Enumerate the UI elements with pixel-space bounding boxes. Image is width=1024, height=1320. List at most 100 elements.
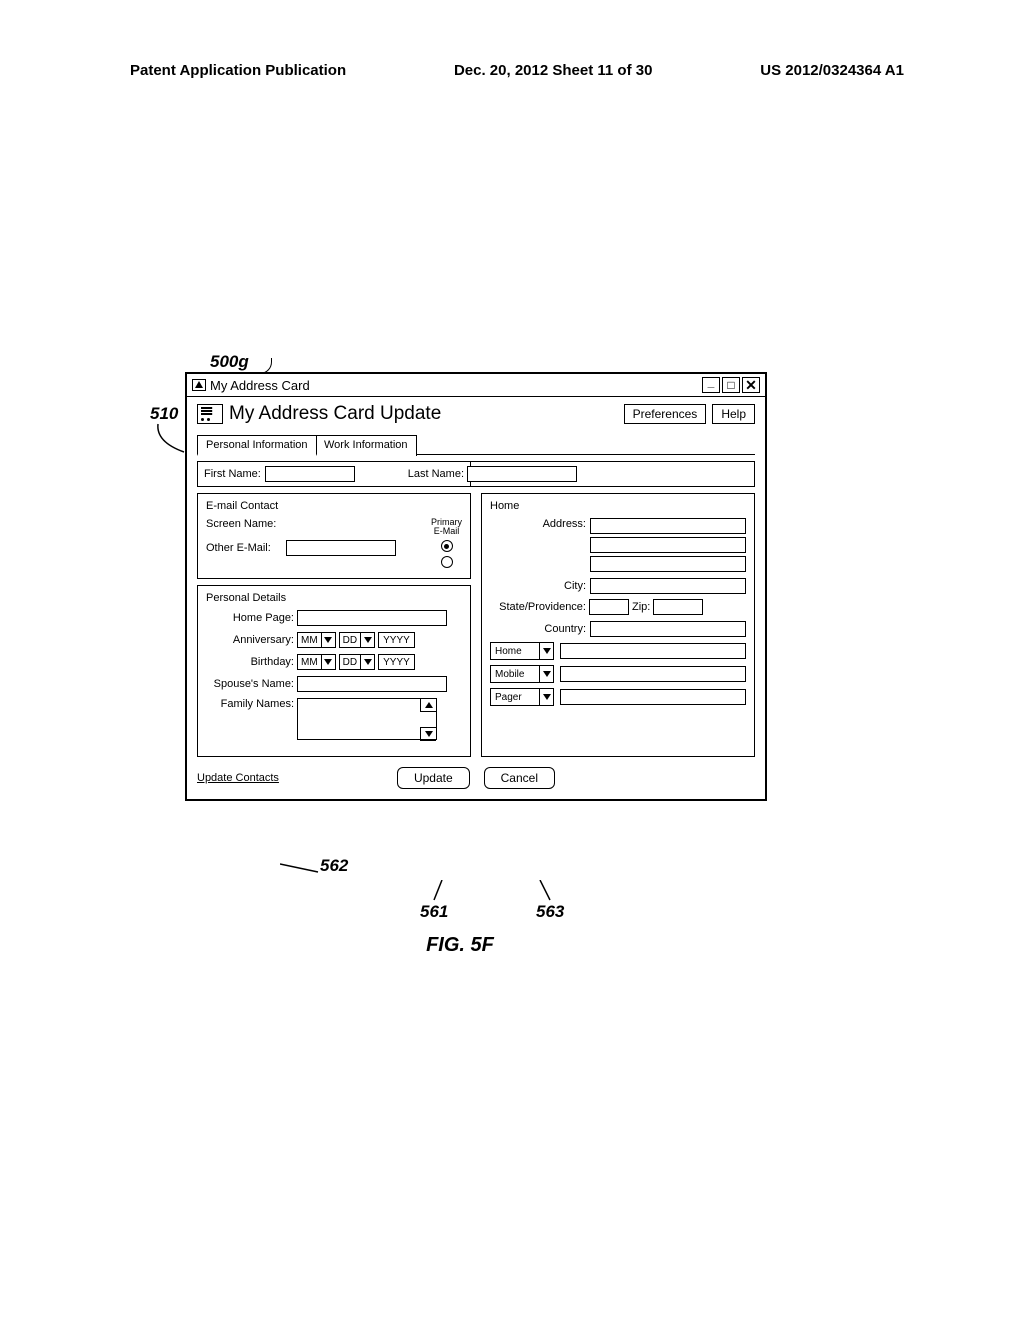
first-name-label: First Name: — [204, 468, 261, 480]
family-row: Family Names: — [206, 698, 462, 740]
close-button[interactable]: ✕ — [742, 377, 760, 393]
state-label: State/Providence: — [490, 601, 586, 613]
titlebar-icon — [192, 379, 206, 391]
window-controls: _ □ ✕ — [702, 377, 760, 393]
anniv-yyyy-input[interactable]: YYYY — [378, 632, 415, 648]
birthday-row: Birthday: MM DD YYYY — [206, 654, 462, 670]
family-label: Family Names: — [206, 698, 294, 710]
email-rows: Screen Name: Other E-Mail: — [206, 518, 423, 568]
ref-561: 561 — [420, 902, 448, 922]
family-scroll-down[interactable] — [420, 727, 436, 741]
app-window: My Address Card _ □ ✕ My Address Card Up… — [185, 372, 767, 801]
figure-caption: FIG. 5F — [140, 934, 780, 957]
maximize-button[interactable]: □ — [722, 377, 740, 393]
country-row: Country: — [490, 621, 746, 637]
screen-name-row: Screen Name: — [206, 518, 423, 530]
other-email-label: Other E-Mail: — [206, 542, 282, 554]
city-label: City: — [490, 580, 586, 592]
phone-mobile-input[interactable] — [560, 666, 746, 682]
ref-563: 563 — [536, 902, 564, 922]
anniv-mm-select[interactable]: MM — [297, 632, 336, 648]
help-button[interactable]: Help — [712, 404, 755, 424]
update-button[interactable]: Update — [397, 767, 470, 789]
spouse-row: Spouse's Name: — [206, 676, 462, 692]
right-column: Home Address: City: — [481, 461, 755, 757]
homepage-label: Home Page: — [206, 612, 294, 624]
tab-work[interactable]: Work Information — [315, 435, 417, 456]
phone-pager-select[interactable]: Pager — [490, 688, 554, 706]
other-email-row: Other E-Mail: — [206, 540, 423, 556]
first-name-input[interactable] — [265, 466, 355, 482]
app-title-wrap: My Address Card Update — [197, 403, 441, 425]
header-buttons: Preferences Help — [624, 404, 755, 424]
state-input[interactable] — [589, 599, 629, 615]
last-name-label: Last Name: — [408, 468, 464, 480]
app-header: My Address Card Update Preferences Help — [197, 403, 755, 425]
window-title: My Address Card — [210, 378, 310, 393]
phone-pager-row: Pager — [490, 688, 746, 706]
address-inputs — [590, 518, 746, 572]
tab-personal[interactable]: Personal Information — [197, 435, 317, 456]
app-title: My Address Card Update — [229, 403, 441, 425]
zip-input[interactable] — [653, 599, 703, 615]
other-email-input[interactable] — [286, 540, 396, 556]
home-fieldset-title: Home — [490, 500, 746, 512]
page-header: Patent Application Publication Dec. 20, … — [0, 62, 1024, 79]
tabs: Personal Information Work Information — [197, 433, 755, 455]
address-line-1[interactable] — [590, 518, 746, 534]
last-name-input-row — [465, 461, 755, 487]
spouse-label: Spouse's Name: — [206, 678, 294, 690]
address-line-3[interactable] — [590, 556, 746, 572]
birthday-label: Birthday: — [206, 656, 294, 668]
cancel-button[interactable]: Cancel — [484, 767, 555, 789]
anniv-dd-select[interactable]: DD — [339, 632, 375, 648]
personal-details-fieldset: Personal Details Home Page: Anniversary:… — [197, 585, 471, 757]
ref-500g: 500g — [210, 352, 249, 372]
state-zip-row: State/Providence: Zip: — [490, 599, 746, 615]
figure-container: 500g 510 My Address Card _ □ ✕ My Addres… — [140, 340, 780, 950]
home-fieldset: Home Address: City: — [481, 493, 755, 757]
header-left: Patent Application Publication — [130, 62, 346, 79]
address-label: Address: — [490, 518, 586, 572]
bday-dd-select[interactable]: DD — [339, 654, 375, 670]
phone-home-input[interactable] — [560, 643, 746, 659]
preferences-button[interactable]: Preferences — [624, 404, 707, 424]
email-fieldset-title: E-mail Contact — [206, 500, 462, 512]
header-right: US 2012/0324364 A1 — [760, 62, 904, 79]
city-input[interactable] — [590, 578, 746, 594]
primary-email-column: Primary E-Mail — [431, 518, 462, 568]
homepage-input[interactable] — [297, 610, 447, 626]
header-center: Dec. 20, 2012 Sheet 11 of 30 — [454, 62, 652, 79]
bday-yyyy-input[interactable]: YYYY — [378, 654, 415, 670]
bday-mm-select[interactable]: MM — [297, 654, 336, 670]
city-row: City: — [490, 578, 746, 594]
primary-radio-2[interactable] — [441, 556, 453, 568]
last-name-input[interactable] — [467, 466, 577, 482]
form-area: First Name: Last Name: E-mail Contact Sc… — [197, 461, 755, 757]
screen-name-label: Screen Name: — [206, 518, 282, 530]
anniversary-row: Anniversary: MM DD YYYY — [206, 632, 462, 648]
phone-pager-input[interactable] — [560, 689, 746, 705]
minimize-button[interactable]: _ — [702, 377, 720, 393]
phone-mobile-select[interactable]: Mobile — [490, 665, 554, 683]
primary-radio-1[interactable] — [441, 540, 453, 552]
left-column: First Name: Last Name: E-mail Contact Sc… — [197, 461, 471, 757]
primary-email-label: Primary E-Mail — [431, 518, 462, 536]
address-line-2[interactable] — [590, 537, 746, 553]
phone-home-select[interactable]: Home — [490, 642, 554, 660]
ref-562: 562 — [320, 856, 348, 876]
app-icon — [197, 404, 223, 424]
country-input[interactable] — [590, 621, 746, 637]
update-contacts-link[interactable]: Update Contacts — [197, 772, 279, 784]
family-names-list[interactable] — [297, 698, 437, 740]
name-row: First Name: Last Name: — [197, 461, 471, 487]
family-scroll-up[interactable] — [420, 698, 436, 712]
address-block: Address: — [490, 518, 746, 572]
country-label: Country: — [490, 623, 586, 635]
anniversary-label: Anniversary: — [206, 634, 294, 646]
phone-mobile-row: Mobile — [490, 665, 746, 683]
zip-label: Zip: — [632, 601, 650, 613]
spouse-input[interactable] — [297, 676, 447, 692]
window-content: My Address Card Update Preferences Help … — [187, 397, 765, 799]
titlebar: My Address Card _ □ ✕ — [187, 374, 765, 397]
